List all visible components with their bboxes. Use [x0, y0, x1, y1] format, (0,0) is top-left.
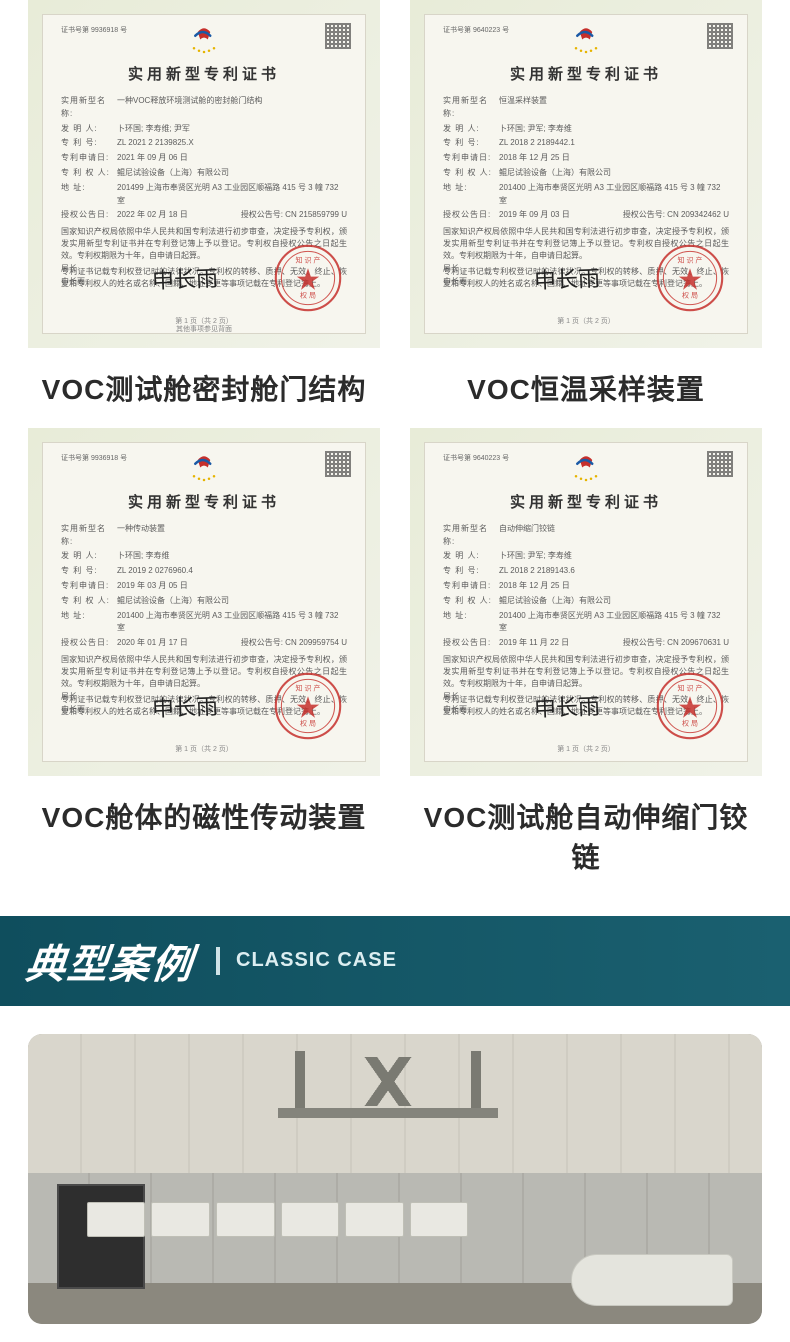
cert-address: 201499 上海市奉贤区光明 A3 工业园区顺福路 415 号 3 幢 732…	[117, 182, 347, 208]
cert-apply-date: 2018 年 12 月 25 日	[499, 152, 729, 165]
cert-sig-label: 局长申长雨	[61, 691, 85, 717]
cert-page: 第 1 页（共 2 页）	[557, 316, 615, 327]
cert-apply-date: 2021 年 09 月 06 日	[117, 152, 347, 165]
cert-page: 第 1 页（共 2 页）	[175, 744, 233, 755]
cert-title: 实用新型专利证书	[443, 491, 729, 515]
cert-owner: 鲲尼试验设备（上海）有限公司	[499, 595, 729, 608]
cert-address: 201400 上海市奉贤区光明 A3 工业园区顺福路 415 号 3 幢 732…	[117, 610, 347, 636]
case-rig	[278, 1051, 498, 1150]
cert-image: 证书号第 9640223 号实用新型专利证书实用新型名称:恒温采样装置发 明 人…	[410, 0, 762, 348]
cert-card: 证书号第 9640223 号实用新型专利证书实用新型名称:恒温采样装置发 明 人…	[410, 0, 762, 408]
case-wrap	[0, 1006, 790, 1324]
cert-sig-label: 局长申长雨	[443, 691, 467, 717]
cert-document: 证书号第 9936918 号实用新型专利证书实用新型名称:一种VOC释放环境测试…	[42, 14, 366, 334]
case-door	[57, 1184, 145, 1288]
svg-text:权 局: 权 局	[300, 290, 316, 299]
svg-text:权 局: 权 局	[682, 718, 698, 727]
cert-document: 证书号第 9936918 号实用新型专利证书实用新型名称:一种传动装置发 明 人…	[42, 442, 366, 762]
svg-text:知 识 产: 知 识 产	[296, 255, 321, 264]
cert-patent-no: ZL 2018 2 2189442.1	[499, 137, 729, 150]
cert-caption: VOC舱体的磁性传动装置	[42, 796, 367, 836]
cert-inventor: 卜环国; 尹军; 李寿维	[499, 123, 729, 136]
cert-serial: 证书号第 9936918 号	[61, 25, 127, 36]
cert-inventor: 卜环国; 尹军; 李寿维	[499, 550, 729, 563]
cert-sig-label: 局长申长雨	[61, 263, 85, 289]
cert-sig-label: 局长申长雨	[443, 263, 467, 289]
cert-caption: VOC测试舱密封舱门结构	[42, 368, 367, 408]
cert-caption: VOC测试舱自动伸缩门铰链	[410, 796, 762, 876]
cert-owner: 鲲尼试验设备（上海）有限公司	[499, 167, 729, 180]
certificate-grid: 证书号第 9936918 号实用新型专利证书实用新型名称:一种VOC释放环境测试…	[0, 0, 790, 916]
cert-patent-no: ZL 2019 2 0276960.4	[117, 565, 347, 578]
cert-caption: VOC恒温采样装置	[467, 368, 705, 408]
official-seal-icon: 知 识 产权 局	[655, 671, 725, 741]
cert-address: 201400 上海市奉贤区光明 A3 工业园区顺福路 415 号 3 幢 732…	[499, 610, 729, 636]
qr-icon	[707, 23, 733, 49]
cert-title: 实用新型专利证书	[61, 63, 347, 87]
cert-card: 证书号第 9640223 号实用新型专利证书实用新型名称:自动伸缩门铰链发 明 …	[410, 428, 762, 876]
case-photo	[28, 1034, 762, 1324]
cert-grant-date: 2019 年 11 月 22 日	[499, 637, 611, 650]
cert-name: 一种VOC释放环境测试舱的密封舱门结构	[117, 95, 347, 121]
cert-owner: 鲲尼试验设备（上海）有限公司	[117, 167, 347, 180]
cert-serial: 证书号第 9640223 号	[443, 453, 509, 464]
qr-icon	[325, 23, 351, 49]
cert-address: 201400 上海市奉贤区光明 A3 工业园区顺福路 415 号 3 幢 732…	[499, 182, 729, 208]
cert-document: 证书号第 9640223 号实用新型专利证书实用新型名称:恒温采样装置发 明 人…	[424, 14, 748, 334]
case-tube	[571, 1254, 732, 1306]
cert-grant-date: 2019 年 09 月 03 日	[499, 209, 611, 222]
cert-grant-date: 2020 年 01 月 17 日	[117, 637, 229, 650]
qr-icon	[707, 451, 733, 477]
cert-apply-date: 2018 年 12 月 25 日	[499, 580, 729, 593]
qr-icon	[325, 451, 351, 477]
official-seal-icon: 知 识 产权 局	[273, 243, 343, 313]
cert-serial: 证书号第 9640223 号	[443, 25, 509, 36]
svg-text:知 识 产: 知 识 产	[296, 683, 321, 692]
cert-inventor: 卜环国; 李寿维; 尹军	[117, 123, 347, 136]
cert-signature: 申长雨	[534, 688, 601, 725]
cert-serial: 证书号第 9936918 号	[61, 453, 127, 464]
cert-image: 证书号第 9936918 号实用新型专利证书实用新型名称:一种VOC释放环境测试…	[28, 0, 380, 348]
cert-apply-date: 2019 年 03 月 05 日	[117, 580, 347, 593]
svg-text:知 识 产: 知 识 产	[678, 255, 703, 264]
official-seal-icon: 知 识 产权 局	[655, 243, 725, 313]
cert-page: 第 1 页（共 2 页）	[557, 744, 615, 755]
cert-grant-date: 2022 年 02 月 18 日	[117, 209, 229, 222]
cert-footnote: 其他事项参见背面	[176, 324, 232, 334]
section-banner: 典型案例 CLASSIC CASE	[0, 916, 790, 1006]
official-seal-icon: 知 识 产权 局	[273, 671, 343, 741]
cert-card: 证书号第 9936918 号实用新型专利证书实用新型名称:一种VOC释放环境测试…	[28, 0, 380, 408]
cert-card: 证书号第 9936918 号实用新型专利证书实用新型名称:一种传动装置发 明 人…	[28, 428, 380, 876]
section-title-cn: 典型案例	[23, 932, 197, 990]
case-units	[87, 1202, 469, 1237]
cert-name: 一种传动装置	[117, 523, 347, 549]
section-divider	[216, 947, 220, 975]
cert-signature: 申长雨	[152, 261, 219, 298]
cert-image: 证书号第 9640223 号实用新型专利证书实用新型名称:自动伸缩门铰链发 明 …	[410, 428, 762, 776]
cert-patent-no: ZL 2021 2 2139825.X	[117, 137, 347, 150]
cert-name: 自动伸缩门铰链	[499, 523, 729, 549]
cert-name: 恒温采样装置	[499, 95, 729, 121]
section-title-en: CLASSIC CASE	[236, 949, 397, 972]
cert-title: 实用新型专利证书	[61, 491, 347, 515]
cert-patent-no: ZL 2018 2 2189143.6	[499, 565, 729, 578]
cert-title: 实用新型专利证书	[443, 63, 729, 87]
cert-image: 证书号第 9936918 号实用新型专利证书实用新型名称:一种传动装置发 明 人…	[28, 428, 380, 776]
cert-owner: 鲲尼试验设备（上海）有限公司	[117, 595, 347, 608]
cert-signature: 申长雨	[152, 688, 219, 725]
cert-signature: 申长雨	[534, 261, 601, 298]
svg-text:知 识 产: 知 识 产	[678, 683, 703, 692]
svg-text:权 局: 权 局	[300, 718, 316, 727]
cert-document: 证书号第 9640223 号实用新型专利证书实用新型名称:自动伸缩门铰链发 明 …	[424, 442, 748, 762]
svg-text:权 局: 权 局	[682, 290, 698, 299]
cert-inventor: 卜环国; 李寿维	[117, 550, 347, 563]
